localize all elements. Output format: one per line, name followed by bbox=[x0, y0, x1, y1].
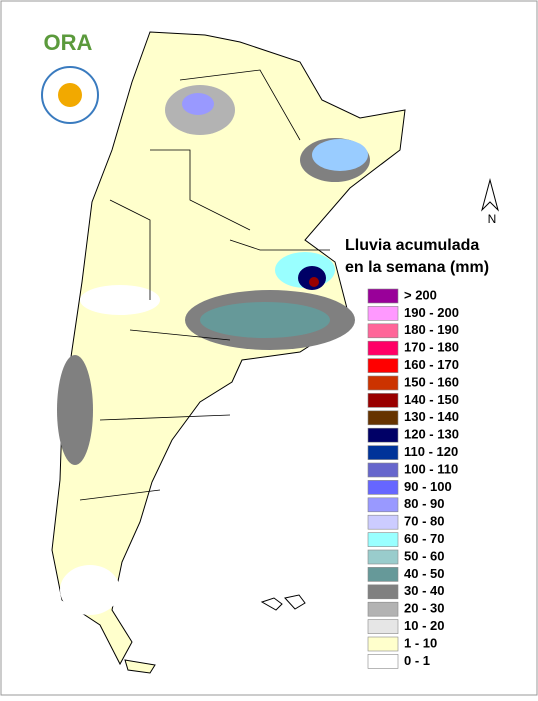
legend-label: 120 - 130 bbox=[404, 427, 459, 442]
logo-text: ORA bbox=[44, 30, 93, 55]
legend-swatch bbox=[367, 480, 399, 495]
legend-label: 170 - 180 bbox=[404, 340, 459, 355]
legend-swatch bbox=[367, 427, 399, 443]
legend-label: 10 - 20 bbox=[404, 618, 444, 633]
legend-label: 180 - 190 bbox=[404, 322, 459, 337]
legend-swatch bbox=[367, 584, 399, 600]
legend-label: 20 - 30 bbox=[404, 601, 444, 616]
province-borders bbox=[79, 69, 330, 501]
legend-label: 50 - 60 bbox=[404, 548, 444, 563]
rain-area bbox=[309, 277, 319, 287]
legend-label: 90 - 100 bbox=[404, 479, 452, 494]
legend-label: > 200 bbox=[404, 287, 437, 302]
rain-area bbox=[57, 355, 93, 465]
legend-swatch bbox=[367, 462, 399, 478]
tierra-del-fuego bbox=[124, 659, 156, 674]
legend-swatch bbox=[367, 532, 399, 547]
legend-swatch bbox=[367, 567, 399, 582]
legend-swatch bbox=[367, 636, 399, 652]
legend-swatch bbox=[367, 601, 399, 617]
north-arrow bbox=[481, 178, 499, 212]
legend-swatch bbox=[367, 393, 399, 408]
legend-swatch bbox=[367, 497, 399, 513]
legend-swatch bbox=[367, 410, 399, 426]
legend-swatch bbox=[367, 445, 399, 460]
legend-swatch bbox=[367, 323, 399, 339]
legend-swatch bbox=[367, 288, 399, 304]
legend-label: 1 - 10 bbox=[404, 635, 437, 650]
country bbox=[51, 31, 406, 666]
legend-swatch bbox=[367, 375, 399, 391]
legend-label: 110 - 120 bbox=[404, 444, 458, 459]
rain-area bbox=[200, 302, 330, 338]
legend-title: en la semana (mm) bbox=[345, 259, 489, 276]
rain-area bbox=[60, 565, 120, 615]
north-label: N bbox=[488, 212, 497, 226]
legend-swatch bbox=[367, 549, 399, 565]
legend-label: 150 - 160 bbox=[404, 374, 459, 389]
legend-label: 130 - 140 bbox=[404, 409, 459, 424]
legend-label: 70 - 80 bbox=[404, 514, 444, 529]
legend-title: Lluvia acumulada bbox=[345, 237, 479, 254]
legend-label: 80 - 90 bbox=[404, 496, 444, 511]
legend-label: 0 - 1 bbox=[404, 653, 430, 668]
legend-label: 30 - 40 bbox=[404, 583, 444, 598]
legend: > 200 190 - 200 180 - 190 170 - 180 160 - 17… bbox=[367, 287, 459, 669]
legend-swatch bbox=[367, 358, 399, 373]
legend-label: 160 - 170 bbox=[404, 357, 459, 372]
legend-swatch bbox=[367, 654, 399, 669]
legend-label: 60 - 70 bbox=[404, 531, 444, 546]
legend-swatch bbox=[367, 514, 399, 530]
rain-area bbox=[312, 139, 368, 171]
rain-area bbox=[80, 285, 160, 315]
logo-emblem bbox=[58, 83, 82, 107]
legend-swatch bbox=[367, 619, 399, 634]
legend-swatch bbox=[367, 340, 399, 356]
legend-label: 190 - 200 bbox=[404, 305, 459, 320]
islands bbox=[260, 594, 306, 611]
legend-label: 40 - 50 bbox=[404, 566, 444, 581]
legend-swatch bbox=[367, 306, 399, 321]
legend-label: 100 - 110 bbox=[404, 461, 458, 476]
legend-label: 140 - 150 bbox=[404, 392, 459, 407]
rain-area bbox=[182, 93, 214, 115]
